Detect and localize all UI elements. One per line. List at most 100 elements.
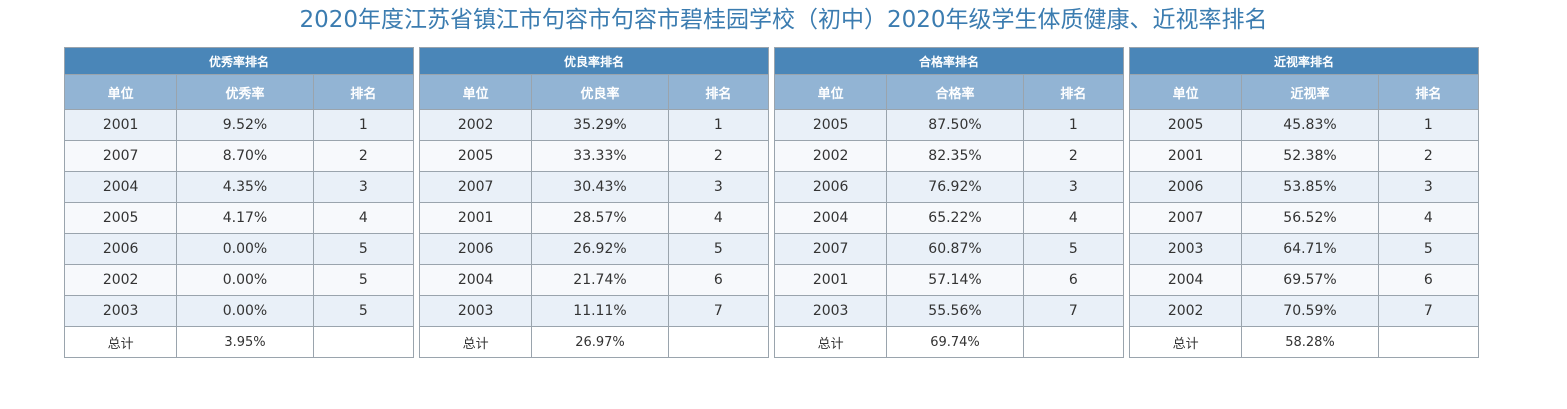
- table-row: 2004 4.35% 3: [63, 171, 415, 203]
- total-cell: [312, 326, 415, 358]
- table-cell: 3: [312, 171, 415, 203]
- pass-rate-table: 合格率排名 单位 合格率 排名 2005 87.50% 1 2002 82.35% 2 2006 76…: [773, 47, 1125, 358]
- column-header: 单位: [63, 74, 178, 110]
- table-cell: 1: [1377, 109, 1480, 141]
- total-cell: 总计: [773, 326, 888, 358]
- total-cell: 总计: [418, 326, 533, 358]
- table-cell: 2007: [773, 233, 888, 265]
- excellent-rate-table: 优秀率排名 单位 优秀率 排名 2001 9.52% 1 2007 8.70% 2 2004 4.35…: [63, 47, 415, 358]
- table-cell: 60.87%: [886, 233, 1024, 265]
- good-rate-table: 优良率排名 单位 优良率 排名 2002 35.29% 1 2005 33.33% 2 2007 30…: [418, 47, 770, 358]
- table-cell: 4: [667, 202, 770, 234]
- column-header: 优良率: [531, 74, 669, 110]
- table-cell: 2005: [63, 202, 178, 234]
- total-cell: [667, 326, 770, 358]
- table-cell: 8.70%: [176, 140, 314, 172]
- table-cell: 0.00%: [176, 264, 314, 296]
- table-cell: 9.52%: [176, 109, 314, 141]
- table-cell: 0.00%: [176, 295, 314, 327]
- table-cell: 45.83%: [1241, 109, 1379, 141]
- table-cell: 5: [1022, 233, 1125, 265]
- table-row: 2003 11.11% 7: [418, 295, 770, 327]
- table-row: 2007 60.87% 5: [773, 233, 1125, 265]
- table-cell: 2002: [773, 140, 888, 172]
- table-row: 2003 55.56% 7: [773, 295, 1125, 327]
- table-cell: 53.85%: [1241, 171, 1379, 203]
- column-header: 单位: [773, 74, 888, 110]
- total-cell: 总计: [1128, 326, 1243, 358]
- table-cell: 2006: [773, 171, 888, 203]
- table-cell: 4: [1022, 202, 1125, 234]
- table-cell: 6: [1377, 264, 1480, 296]
- table-row: 2004 65.22% 4: [773, 202, 1125, 234]
- total-row: 总计 3.95%: [63, 326, 415, 358]
- table-cell: 2006: [1128, 171, 1243, 203]
- table-cell: 2005: [418, 140, 533, 172]
- table-row: 2001 57.14% 6: [773, 264, 1125, 296]
- table-cell: 5: [312, 295, 415, 327]
- table-cell: 1: [312, 109, 415, 141]
- total-cell: [1022, 326, 1125, 358]
- table-cell: 76.92%: [886, 171, 1024, 203]
- table-row: 2006 26.92% 5: [418, 233, 770, 265]
- table-cell: 11.11%: [531, 295, 669, 327]
- table-cell: 2: [1377, 140, 1480, 172]
- table-cell: 5: [1377, 233, 1480, 265]
- table-cell: 2002: [1128, 295, 1243, 327]
- table-row: 2007 30.43% 3: [418, 171, 770, 203]
- table-cell: 2003: [773, 295, 888, 327]
- total-cell: 58.28%: [1241, 326, 1379, 358]
- table-row: 2002 70.59% 7: [1128, 295, 1480, 327]
- table-cell: 2001: [1128, 140, 1243, 172]
- table-cell: 5: [312, 264, 415, 296]
- table-cell: 2002: [418, 109, 533, 141]
- table-cell: 33.33%: [531, 140, 669, 172]
- table-cell: 2001: [418, 202, 533, 234]
- total-row: 总计 58.28%: [1128, 326, 1480, 358]
- table-cell: 2001: [63, 109, 178, 141]
- total-cell: [1377, 326, 1480, 358]
- table-row: 2006 76.92% 3: [773, 171, 1125, 203]
- table-cell: 4: [312, 202, 415, 234]
- table-cell: 2007: [418, 171, 533, 203]
- table-row: 2005 33.33% 2: [418, 140, 770, 172]
- total-row: 总计 26.97%: [418, 326, 770, 358]
- table-cell: 2004: [418, 264, 533, 296]
- table-cell: 64.71%: [1241, 233, 1379, 265]
- table-cell: 2007: [1128, 202, 1243, 234]
- table-cell: 3: [1022, 171, 1125, 203]
- table-cell: 2003: [1128, 233, 1243, 265]
- table-row: 2006 0.00% 5: [63, 233, 415, 265]
- column-header: 优秀率: [176, 74, 314, 110]
- table-row: 2004 21.74% 6: [418, 264, 770, 296]
- table-cell: 30.43%: [531, 171, 669, 203]
- table-cell: 7: [1377, 295, 1480, 327]
- total-row: 总计 69.74%: [773, 326, 1125, 358]
- column-header: 合格率: [886, 74, 1024, 110]
- table-cell: 4.35%: [176, 171, 314, 203]
- table-cell: 7: [667, 295, 770, 327]
- table-cell: 2004: [1128, 264, 1243, 296]
- column-header: 排名: [1022, 74, 1125, 110]
- table-cell: 4: [1377, 202, 1480, 234]
- column-header: 近视率: [1241, 74, 1379, 110]
- table-row: 2007 56.52% 4: [1128, 202, 1480, 234]
- table-cell: 3: [1377, 171, 1480, 203]
- table-row: 2007 8.70% 2: [63, 140, 415, 172]
- table-cell: 2007: [63, 140, 178, 172]
- table-cell: 56.52%: [1241, 202, 1379, 234]
- column-header: 单位: [418, 74, 533, 110]
- table-group-header: 优良率排名: [419, 47, 769, 75]
- page-title: 2020年度江苏省镇江市句容市句容市碧桂园学校（初中）2020年级学生体质健康、…: [299, 7, 1268, 33]
- table-cell: 7: [1022, 295, 1125, 327]
- table-row: 2001 52.38% 2: [1128, 140, 1480, 172]
- table-row: 2001 9.52% 1: [63, 109, 415, 141]
- table-row: 2002 0.00% 5: [63, 264, 415, 296]
- table-cell: 4.17%: [176, 202, 314, 234]
- table-row: 2002 82.35% 2: [773, 140, 1125, 172]
- table-cell: 21.74%: [531, 264, 669, 296]
- myopia-rate-table: 近视率排名 单位 近视率 排名 2005 45.83% 1 2001 52.38% 2 2006 53…: [1128, 47, 1480, 358]
- column-header: 排名: [667, 74, 770, 110]
- table-row: 2002 35.29% 1: [418, 109, 770, 141]
- table-cell: 6: [667, 264, 770, 296]
